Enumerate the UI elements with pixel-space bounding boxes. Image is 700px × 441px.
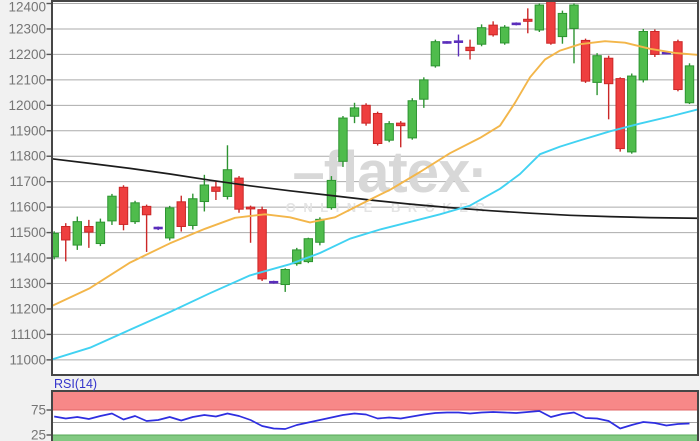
candle <box>684 63 695 105</box>
candle <box>292 247 302 266</box>
candle <box>442 41 452 44</box>
candle <box>546 1 556 45</box>
y-axis-label: 11400 <box>9 251 46 266</box>
candle <box>384 121 394 143</box>
candle <box>211 181 221 201</box>
candle <box>372 111 383 146</box>
candle <box>326 176 337 210</box>
candle <box>245 205 256 243</box>
candle <box>280 268 290 292</box>
candle <box>361 103 371 126</box>
candle <box>349 102 360 124</box>
y-axis-label: 11500 <box>9 225 46 240</box>
axis-labels: 12400 12300 12200 12100 12000 11900 11800 11700… <box>8 0 52 367</box>
candle <box>315 217 325 246</box>
candle <box>303 237 314 264</box>
candle <box>419 77 429 108</box>
y-axis-label: 11600 <box>9 200 46 215</box>
candle <box>511 22 521 26</box>
candle <box>107 193 117 225</box>
y-axis-label: 11900 <box>9 123 46 138</box>
gridlines <box>52 3 698 361</box>
y-axis-label: 12400 <box>8 0 46 15</box>
candle <box>523 8 533 34</box>
candle <box>603 55 614 120</box>
ma-fast-cyan <box>53 108 697 361</box>
candle <box>176 195 186 232</box>
candle <box>234 176 244 213</box>
candle <box>580 38 591 83</box>
candle <box>407 98 417 140</box>
y-axis-label: 12300 <box>8 21 46 36</box>
candle <box>476 24 487 47</box>
candle <box>153 226 163 231</box>
rsi-axis-label: 75 <box>31 403 46 418</box>
rsi-line <box>54 410 690 430</box>
candle <box>569 3 579 64</box>
candle <box>61 223 71 262</box>
candle <box>615 77 625 152</box>
candle <box>53 231 59 260</box>
candle <box>534 3 545 33</box>
y-axis-label: 11100 <box>10 327 46 342</box>
y-axis-label: 11800 <box>9 149 46 164</box>
candle <box>488 21 498 37</box>
y-axis-label: 11200 <box>9 301 46 316</box>
candle <box>84 219 94 248</box>
y-axis-label: 11000 <box>9 352 46 367</box>
candle <box>72 216 83 250</box>
candle <box>650 29 660 57</box>
candle <box>396 121 406 148</box>
candle <box>269 280 279 284</box>
y-axis-label: 12100 <box>8 72 46 87</box>
candle <box>188 193 198 230</box>
candle <box>592 53 602 96</box>
candle <box>627 73 637 154</box>
y-axis-label: 12200 <box>8 47 46 62</box>
rsi-axis-label: 25 <box>31 428 46 441</box>
candle <box>165 205 175 241</box>
price-series <box>53 1 697 361</box>
y-axis-label: 12000 <box>8 98 46 113</box>
rsi-indicator-label: RSI(14) <box>54 377 97 391</box>
candle <box>257 206 267 281</box>
candle <box>95 218 106 247</box>
candle <box>199 174 210 212</box>
candle <box>453 34 464 57</box>
candle <box>430 39 441 68</box>
candle <box>465 39 475 60</box>
candle <box>130 200 140 224</box>
candle <box>499 25 510 45</box>
candle <box>557 10 568 44</box>
candle <box>141 204 152 252</box>
candle <box>118 185 129 231</box>
y-axis-label: 11300 <box>9 276 46 291</box>
candle <box>338 116 348 167</box>
y-axis-label: 11700 <box>9 174 46 189</box>
ma-medium-orange <box>53 40 697 307</box>
candle <box>673 39 683 92</box>
candle <box>638 28 648 83</box>
chart-borders <box>51 0 699 441</box>
